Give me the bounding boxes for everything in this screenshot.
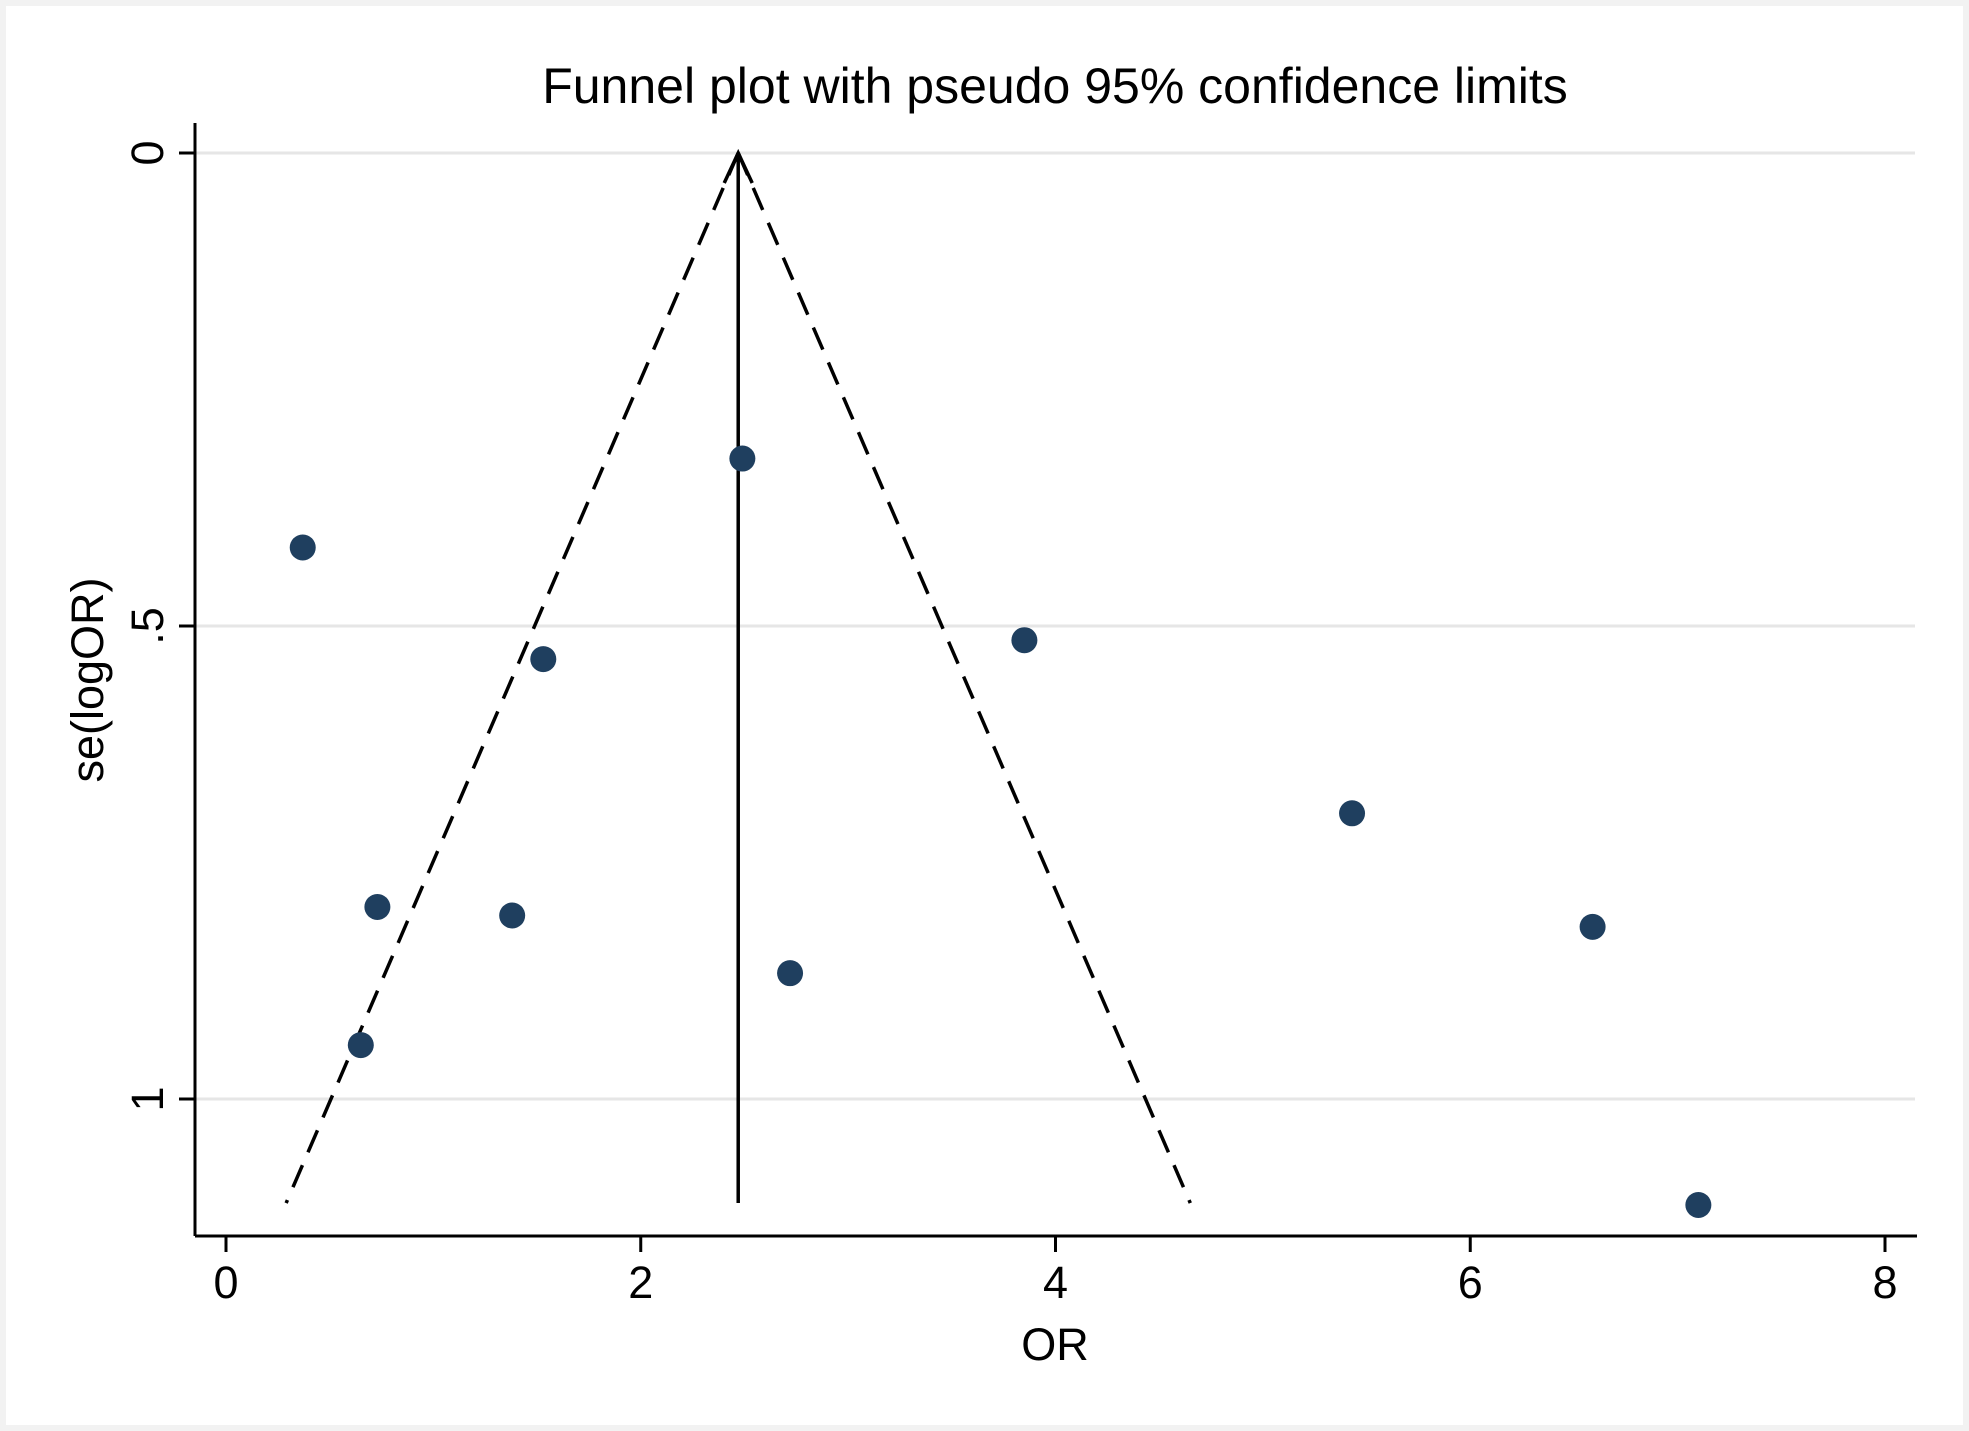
study-point-9: [777, 960, 804, 987]
pooled-estimate-arrowhead: [722, 148, 754, 184]
study-point-3: [530, 646, 557, 673]
study-points: [289, 445, 1712, 1218]
study-point-11: [1685, 1191, 1712, 1218]
axes: 0 2 4 6 8 0 .5 1: [122, 123, 1917, 1308]
x-tick-label-3: 6: [1458, 1257, 1483, 1308]
study-point-5: [1339, 800, 1366, 827]
chart-title: Funnel plot with pseudo 95% confidence l…: [542, 58, 1568, 114]
x-tick-label-0: 0: [213, 1257, 238, 1308]
chart-background: [6, 6, 1963, 1425]
x-tick-label-1: 2: [628, 1257, 653, 1308]
ci-upper-limit-line: [736, 152, 1192, 1204]
study-point-1: [289, 534, 316, 561]
x-tick-label-4: 8: [1872, 1257, 1897, 1308]
study-point-4: [1011, 627, 1038, 654]
y-axis-label: se(logOR): [62, 577, 113, 782]
study-point-7: [499, 902, 526, 929]
study-point-8: [1579, 913, 1606, 940]
x-axis-label: OR: [1021, 1319, 1089, 1370]
y-tick-label-2: 1: [122, 1086, 173, 1111]
x-tick-label-2: 4: [1043, 1257, 1068, 1308]
funnel-limits: [284, 148, 1192, 1204]
grid-lines: [195, 151, 1915, 1101]
y-tick-label-0: 0: [122, 140, 173, 165]
study-point-6: [364, 893, 391, 920]
ci-lower-limit-line: [284, 152, 740, 1204]
study-point-10: [347, 1032, 374, 1059]
y-tick-label-1: .5: [122, 607, 173, 645]
study-point-2: [729, 445, 756, 472]
